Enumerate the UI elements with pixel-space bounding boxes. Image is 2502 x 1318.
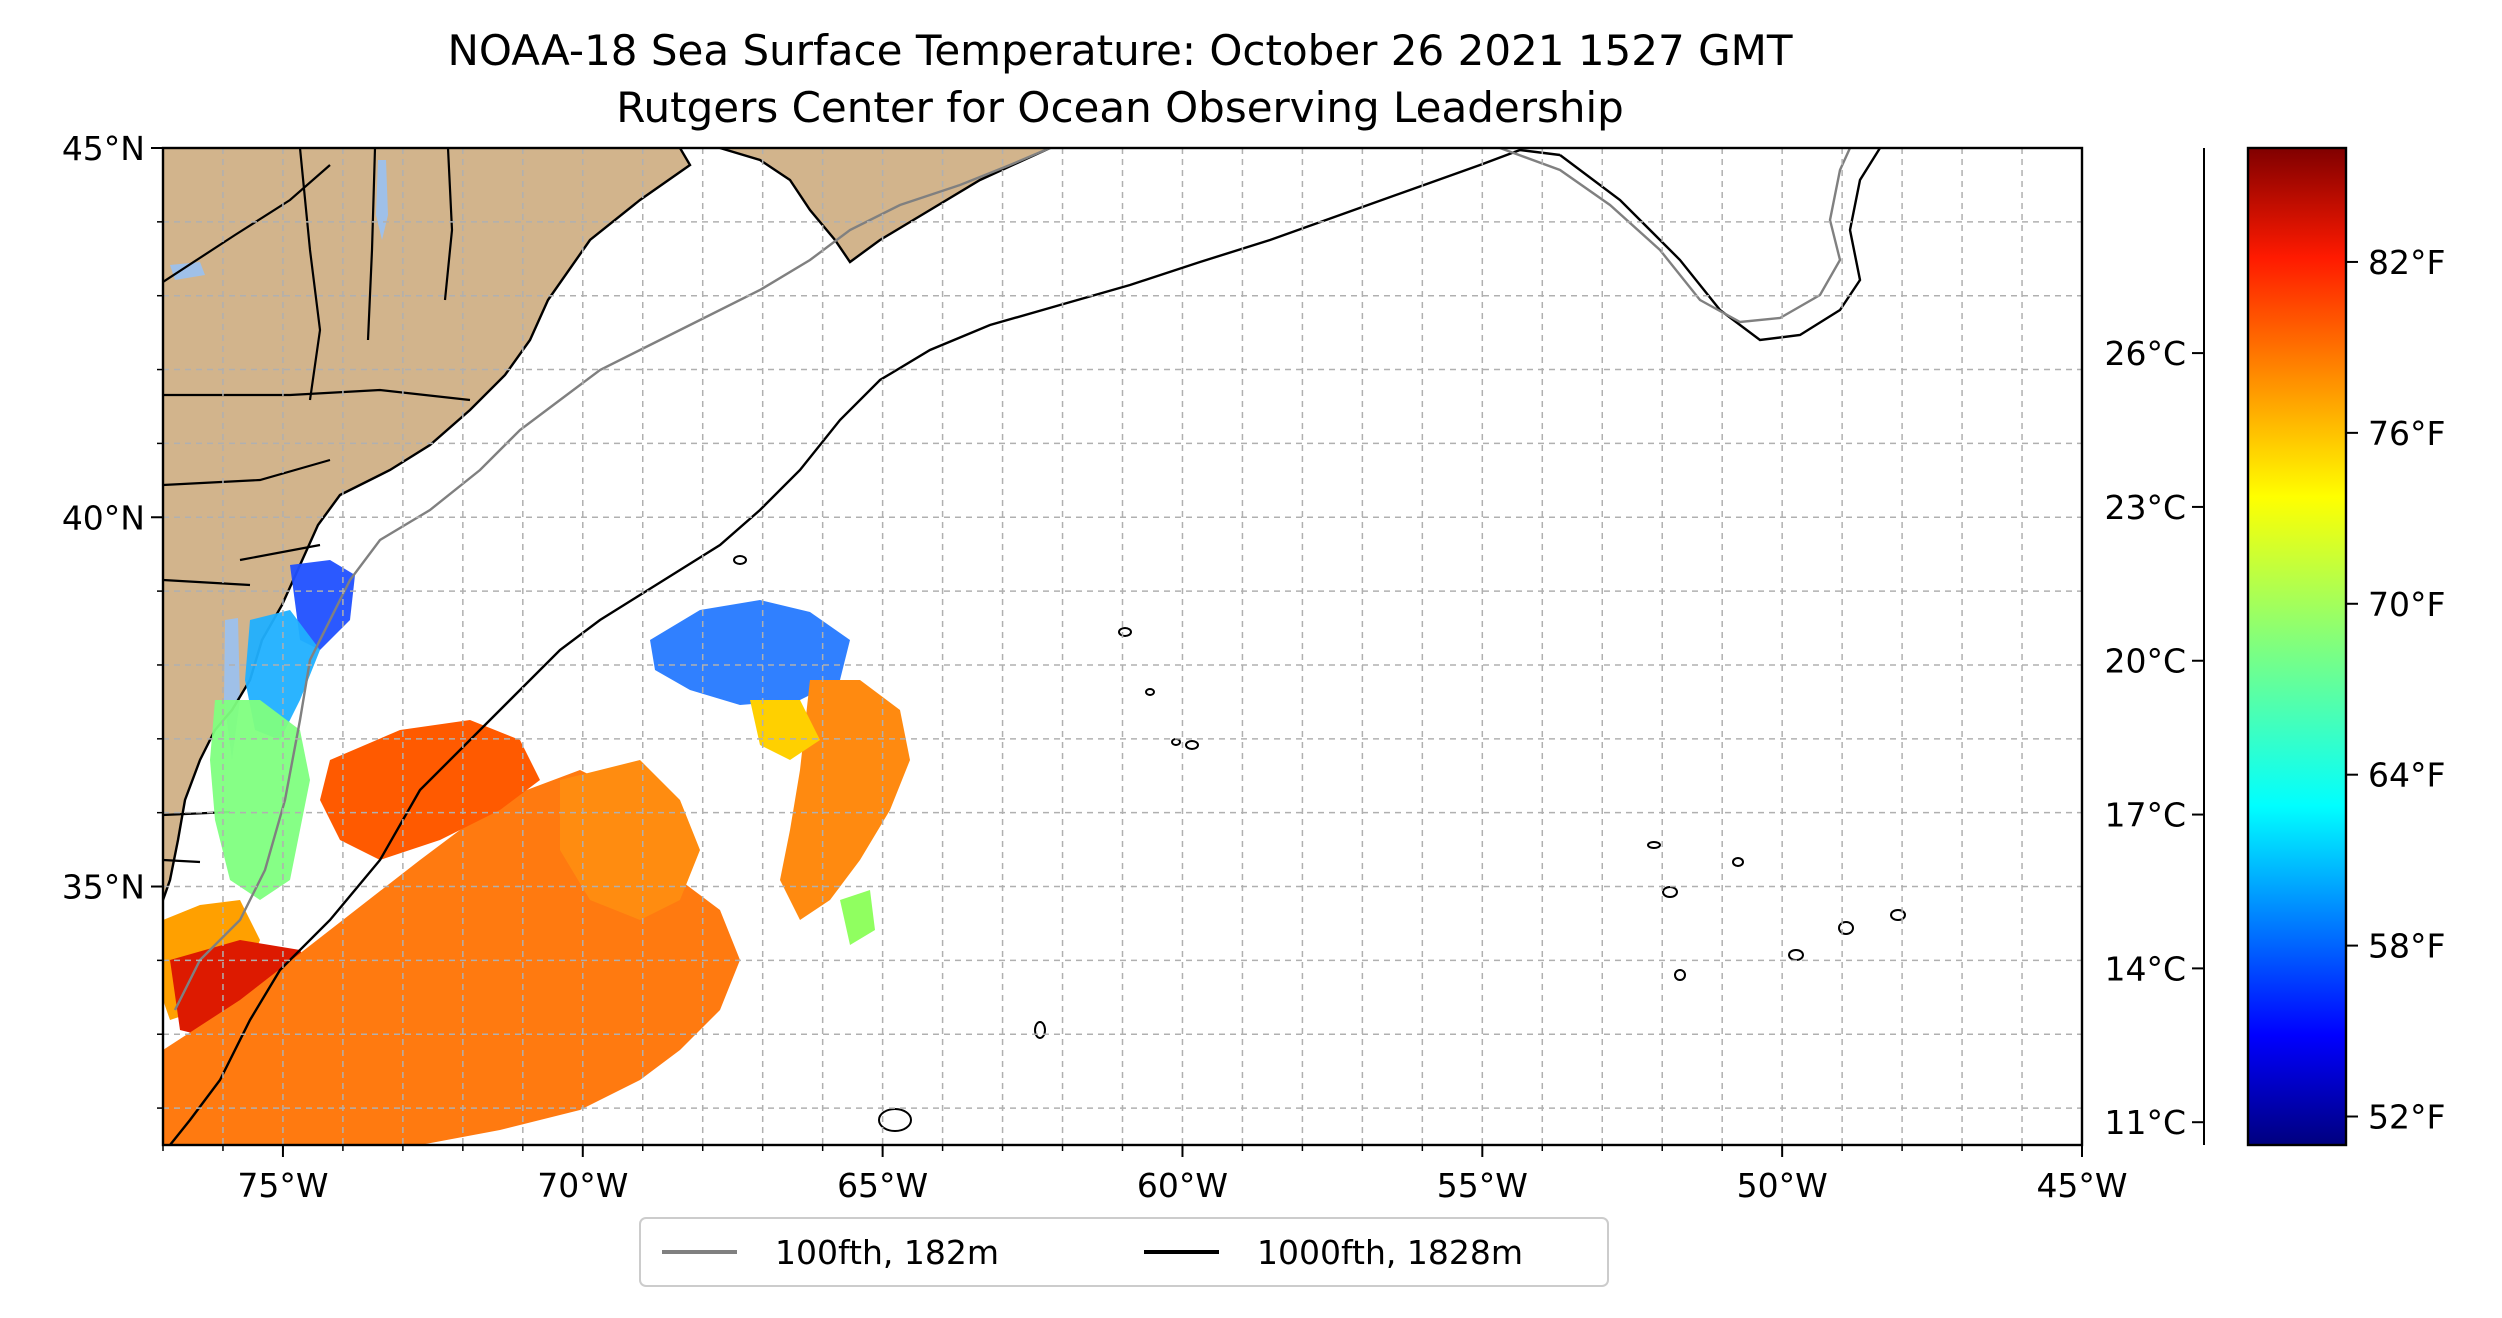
colorbar-f-tick-label: 82°F bbox=[2368, 243, 2445, 282]
lon-tick-label: 50°W bbox=[1737, 1166, 1828, 1205]
map-gridlines bbox=[163, 148, 2082, 1145]
state-borders bbox=[163, 148, 471, 864]
lat-tick-label: 45°N bbox=[62, 129, 145, 168]
colorbar-c-tick-label: 14°C bbox=[2104, 949, 2186, 988]
lon-tick-label: 45°W bbox=[2036, 1166, 2127, 1205]
sst-patch-central bbox=[560, 760, 700, 920]
colorbar-c-tick-label: 23°C bbox=[2104, 488, 2186, 527]
legend-box bbox=[639, 1217, 1609, 1287]
contour-1000fth-east bbox=[1559, 148, 1882, 342]
lat-tick-label: 40°N bbox=[62, 498, 145, 537]
lon-tick-labels: 75°W 70°W 65°W 60°W 55°W 50°W 45°W bbox=[162, 1145, 2128, 1205]
contour-1000fth bbox=[169, 148, 1561, 1145]
land-us-east-coast bbox=[163, 148, 690, 900]
sst-patch-eddy-green bbox=[840, 890, 875, 945]
figure-subtitle: Rutgers Center for Ocean Observing Leade… bbox=[616, 83, 1624, 132]
lat-tick-labels: 45°N 40°N 35°N bbox=[62, 129, 163, 1109]
contour-100fth bbox=[173, 148, 1051, 1011]
sst-patch-southwest bbox=[320, 720, 540, 860]
colorbar-c-tick-label: 17°C bbox=[2104, 796, 2186, 835]
sst-patch-nj-coastal bbox=[290, 560, 355, 650]
figure-title: NOAA-18 Sea Surface Temperature: October… bbox=[447, 26, 1792, 75]
lat-tick-label: 35°N bbox=[62, 868, 145, 907]
colorbar-gradient bbox=[2246, 146, 2348, 1147]
legend-label-100fth: 100fth, 182m bbox=[775, 1233, 999, 1272]
colorbar-c-tick-label: 26°C bbox=[2104, 334, 2186, 373]
colorbar-f-tick-label: 76°F bbox=[2368, 414, 2445, 453]
map-panel bbox=[163, 148, 2082, 1145]
coastline-nova-scotia bbox=[719, 148, 1051, 264]
land-nova-scotia bbox=[720, 148, 1050, 262]
sst-patch-va-nc-coast bbox=[210, 700, 310, 900]
legend-label-1000fth: 1000fth, 1828m bbox=[1257, 1233, 1523, 1272]
coastline bbox=[163, 148, 692, 901]
colorbar-celsius-ticks: 11°C 14°C 17°C 20°C 23°C 26°C bbox=[2104, 148, 2205, 1145]
colorbar-f-tick-label: 70°F bbox=[2368, 585, 2445, 624]
lon-tick-label: 60°W bbox=[1137, 1166, 1228, 1205]
lake-champlain bbox=[376, 160, 388, 240]
lon-tick-label: 65°W bbox=[837, 1166, 928, 1205]
colorbar-f-tick-label: 58°F bbox=[2368, 927, 2445, 966]
colorbar-f-tick-label: 64°F bbox=[2368, 756, 2445, 795]
colorbar-c-tick-label: 20°C bbox=[2104, 642, 2186, 681]
lon-tick-label: 70°W bbox=[537, 1166, 628, 1205]
sst-patch-eddy-yellow bbox=[750, 700, 820, 760]
colorbar: 11°C 14°C 17°C 20°C 23°C 26°C 52°F 58°F 64°F 70°… bbox=[2104, 146, 2445, 1147]
colorbar-c-tick-label: 11°C bbox=[2104, 1103, 2186, 1142]
legend: 100fth, 182m 1000fth, 1828m bbox=[639, 1217, 1609, 1287]
contour-100fth-east bbox=[1499, 148, 1852, 324]
colorbar-fahrenheit-ticks: 52°F 58°F 64°F 70°F 76°F 82°F bbox=[2346, 243, 2445, 1137]
sst-data-layer bbox=[163, 560, 910, 1145]
lake-west bbox=[170, 262, 205, 280]
lon-tick-label: 55°W bbox=[1437, 1166, 1528, 1205]
sst-patch-eddy-north bbox=[650, 600, 850, 705]
seamount-contours bbox=[733, 555, 1906, 1132]
colorbar-f-tick-label: 52°F bbox=[2368, 1098, 2445, 1137]
lon-tick-label: 75°W bbox=[237, 1166, 328, 1205]
